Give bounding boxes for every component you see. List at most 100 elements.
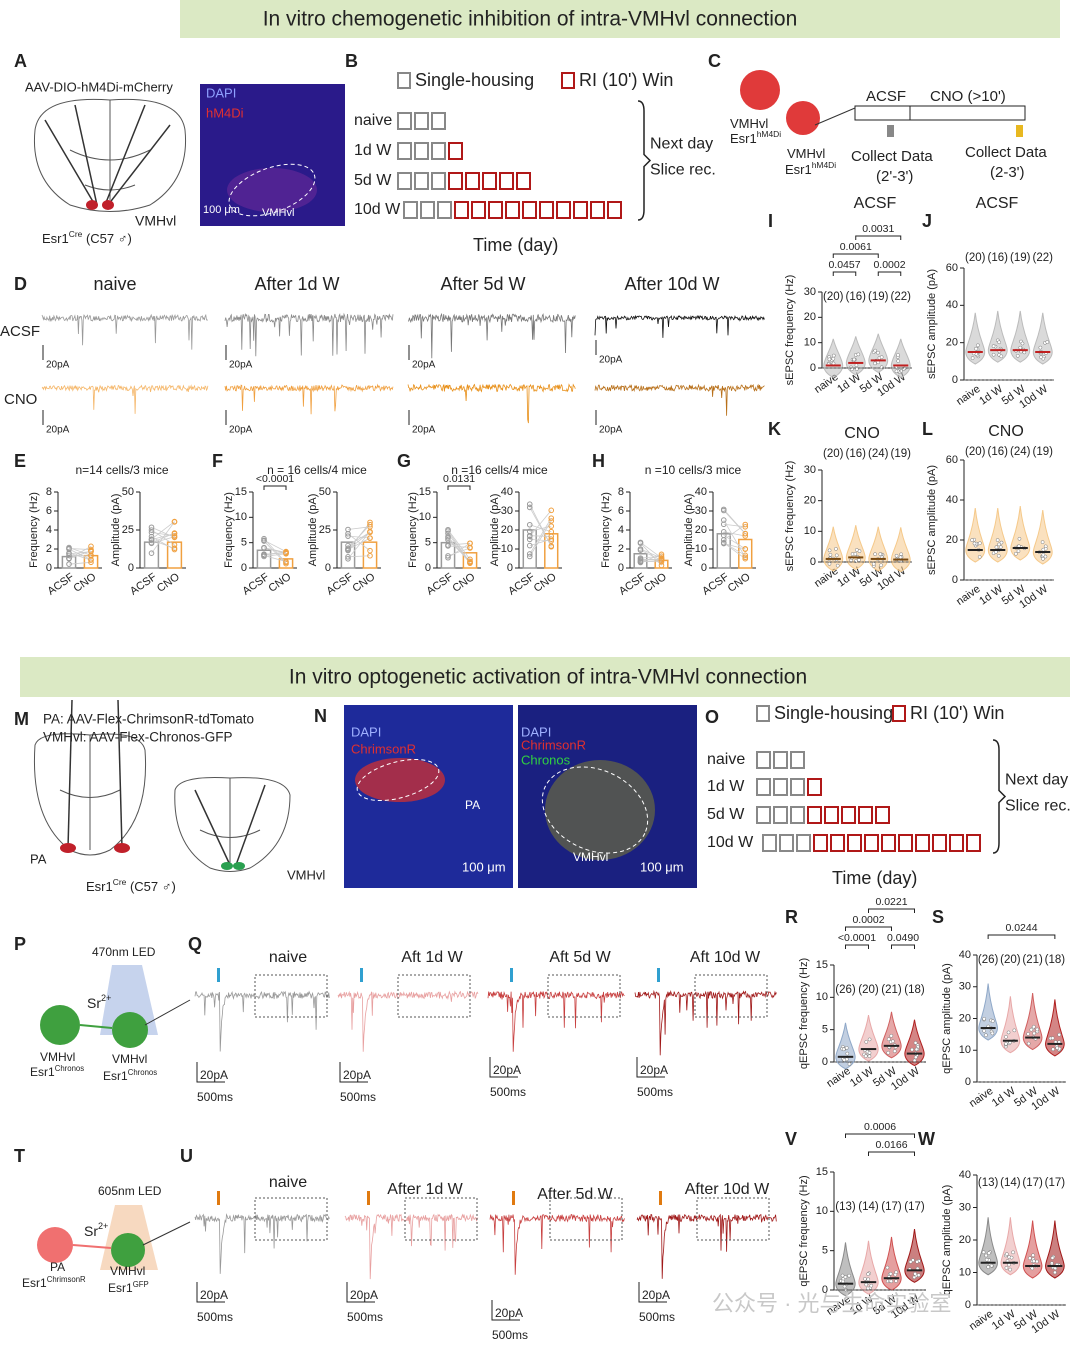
legend-box xyxy=(756,705,770,722)
bracket xyxy=(832,271,857,276)
y-tick-label: 30 xyxy=(804,464,816,476)
scale-label: 20pA xyxy=(640,1063,668,1077)
axis-label: Frequency (Hz) xyxy=(407,492,419,568)
cell-dot xyxy=(261,538,267,544)
column-title: Aft 1d W xyxy=(401,949,463,966)
axis-label: sEPSC frequency (Hz) xyxy=(784,275,796,386)
pair-line xyxy=(723,519,746,558)
stim-marker xyxy=(512,1191,515,1205)
scale-bar xyxy=(491,1300,520,1321)
cell-dot xyxy=(864,1040,869,1044)
win-day xyxy=(830,834,845,852)
cell-dot xyxy=(1008,1267,1012,1272)
trace xyxy=(594,314,765,338)
cell-dot xyxy=(876,350,880,355)
p-value: 0.0166 xyxy=(875,1139,907,1151)
cell-dot xyxy=(171,534,178,541)
n-label: (17) xyxy=(1022,1177,1043,1189)
n-label: (14) xyxy=(1000,1177,1021,1189)
cell-dot xyxy=(66,561,72,567)
cell-dot xyxy=(871,562,876,566)
cell-dot xyxy=(1050,1036,1055,1040)
legend-label: RI (10') Win xyxy=(579,70,673,90)
cell-dot xyxy=(827,548,832,553)
housing-day xyxy=(431,172,446,190)
trace xyxy=(407,383,576,424)
cell-dot xyxy=(1053,1270,1057,1275)
banner xyxy=(20,657,1070,697)
bracket xyxy=(447,485,471,490)
panel-letter: L xyxy=(922,419,933,439)
column-title: After 5d W xyxy=(537,1186,613,1203)
cell-dot xyxy=(658,553,665,560)
cell-dot xyxy=(1018,345,1023,350)
panel-letter: V xyxy=(785,1129,797,1149)
analysis-window xyxy=(404,1197,478,1241)
electrode xyxy=(44,104,266,866)
cell-dot xyxy=(844,1046,849,1050)
trace xyxy=(487,990,625,1052)
cell-dot xyxy=(989,1263,994,1268)
p-value: 0.0131 xyxy=(443,473,475,485)
text-part: VMHvl xyxy=(730,116,768,131)
column-title: Aft 5d W xyxy=(549,949,611,966)
scale-label: 20pA xyxy=(599,355,623,366)
trace xyxy=(634,989,777,1056)
housing-day xyxy=(420,201,435,219)
win-day xyxy=(847,834,862,852)
x-tick-label: CNO xyxy=(642,571,669,595)
cell-dot xyxy=(1032,1024,1036,1029)
bar xyxy=(633,553,648,569)
label: Slice rec. xyxy=(650,162,716,179)
y-tick-label: 60 xyxy=(946,454,958,466)
pair-line xyxy=(347,537,371,550)
cell-dot xyxy=(1026,1032,1030,1036)
row-label: 1d W xyxy=(707,778,745,795)
cell-dot xyxy=(1017,536,1022,541)
light-cone xyxy=(100,965,158,1035)
pair-line xyxy=(447,547,471,557)
cell-dot xyxy=(526,528,533,535)
cell-dot xyxy=(894,369,899,374)
label: Chronos xyxy=(521,752,571,767)
pair-line xyxy=(263,538,287,563)
cell-dot xyxy=(867,1054,872,1059)
cell-dot xyxy=(658,559,665,565)
cell-dot xyxy=(972,541,977,546)
panel-letter: W xyxy=(918,1129,935,1149)
cell-dot xyxy=(831,356,836,361)
superscript: Cre xyxy=(113,877,127,887)
cell-dot xyxy=(1045,340,1050,344)
p-value: <0.0001 xyxy=(256,473,294,485)
bar xyxy=(462,552,478,569)
analysis-window xyxy=(694,974,768,1018)
housing-day xyxy=(773,751,788,769)
label: DAPI xyxy=(521,724,551,739)
panel-letter: O xyxy=(705,707,719,727)
cell-dot xyxy=(1028,1256,1032,1261)
housing-day xyxy=(756,806,771,824)
y-tick-label: 0 xyxy=(425,562,431,574)
panel-letter: E xyxy=(14,451,26,471)
y-tick-label: 25 xyxy=(319,524,331,536)
superscript: hM4Di xyxy=(812,160,837,170)
cell-dot xyxy=(345,554,351,560)
y-tick-label: 0 xyxy=(507,562,513,574)
cell-dot xyxy=(990,1019,995,1023)
cell-dot xyxy=(526,504,533,511)
neuron xyxy=(111,1233,145,1267)
bar xyxy=(362,541,378,569)
cell-dot xyxy=(548,515,555,521)
y-tick-label: 15 xyxy=(816,959,828,971)
superscript: Chronos xyxy=(128,1068,158,1077)
trace xyxy=(224,312,394,357)
win-day xyxy=(807,778,822,796)
axis-label: Time (day) xyxy=(473,235,558,255)
n-label: (16) xyxy=(988,446,1009,458)
cell-dot xyxy=(283,558,289,565)
axis-label: qEPSC amplitude (pA) xyxy=(941,963,953,1074)
y-tick-label: 0 xyxy=(241,562,247,574)
n-label: (20) xyxy=(965,252,986,264)
win-day xyxy=(522,201,537,219)
cell-dot xyxy=(526,553,533,560)
